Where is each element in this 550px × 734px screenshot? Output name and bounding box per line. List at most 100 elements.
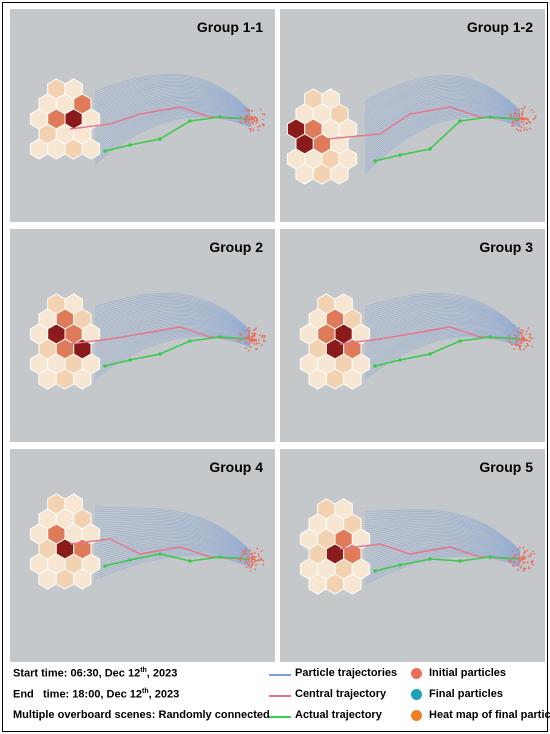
particle-trajectory [364,75,521,111]
particle-trajectory [94,308,251,337]
particle-trajectory [94,543,251,563]
initial-particle [249,340,252,342]
initial-particle [507,335,510,337]
initial-particle [245,115,248,117]
initial-particle [524,552,526,554]
initial-particle [248,109,251,112]
initial-particle [520,567,522,569]
particle-trajectory [94,322,251,356]
particle-trajectory [364,77,521,112]
actual-trajectory-point [218,555,222,559]
initial-particles [509,105,537,132]
heatmap-hex [38,568,57,590]
initial-particle [508,338,510,341]
initial-particle [519,346,521,348]
initial-particle [256,118,258,121]
actual-trajectory-point [188,559,192,563]
initial-particle [515,336,518,338]
panel-title: Group 5 [479,459,533,475]
initial-particle [261,336,263,339]
initial-particle [261,334,264,337]
initial-particle [261,113,264,116]
actual-trajectory-point [188,339,192,343]
particle-trajectory [94,102,251,139]
panel-group-2: Group 2 [10,229,275,442]
particle-trajectory [364,520,521,555]
initial-particle [522,330,524,332]
initial-particle [522,569,525,572]
initial-particle [526,330,528,333]
initial-particle [250,346,253,348]
initial-particle [511,125,514,127]
central-trajectory-swatch [269,695,291,697]
particle-trajectories [94,73,251,165]
initial-particle [530,561,533,564]
particle-trajectory [94,315,251,343]
heatmap-cluster [299,293,371,390]
panel-group-1-1: Group 1-1 [10,9,275,222]
particle-trajectory [364,82,521,114]
initial-particle [251,335,253,338]
heatmap-hex [330,163,349,185]
particle-trajectory [94,96,251,130]
initial-particle [512,124,515,127]
initial-particle [514,334,517,337]
heatmap-hex [81,138,101,160]
heatmap-hex [29,138,49,160]
particle-trajectory [94,307,251,336]
initial-particle [251,554,254,557]
initial-particle [262,339,265,342]
particle-trajectory [364,544,521,565]
particle-trajectory [364,540,521,562]
actual-trajectory-label: Actual trajectory [295,709,382,721]
initial-particle [255,338,258,341]
initial-particle [248,563,251,566]
initial-particle [528,336,531,338]
particle-trajectory [364,97,521,140]
initial-particle [518,347,521,350]
particle-trajectory [364,530,521,558]
initial-particles [239,108,266,132]
initial-particle [254,568,256,570]
particle-trajectory [364,325,521,360]
particle-trajectories [364,75,521,175]
initial-particle [515,128,518,130]
initial-particle [260,550,263,552]
particle-trajectory [94,98,251,132]
initial-particle [525,117,527,120]
particle-trajectory [364,304,521,335]
initial-particle [519,129,522,132]
particle-trajectory [364,548,521,572]
initial-particle [250,556,253,559]
initial-particle [246,329,249,332]
initial-particle [254,559,257,562]
particle-trajectory [94,77,251,113]
initial-particle [248,331,251,333]
end-time: End time: 18:00, Dec 12th, 2023 [13,688,179,701]
initial-particle [253,329,255,332]
particle-trajectory [94,107,251,147]
initial-particle [514,554,517,557]
particle-trajectory [364,100,521,144]
initial-particle [247,118,250,121]
initial-particle [255,343,257,345]
particle-trajectory [94,517,251,554]
initial-particle [251,557,254,560]
particle-trajectory [94,300,251,334]
particle-trajectory [364,107,521,157]
particle-trajectory [94,89,251,117]
particle-trajectory [364,87,521,122]
particle-trajectory [94,86,251,116]
initial-particle [519,331,522,334]
initial-particle [526,118,528,121]
actual-trajectory-swatch [269,716,291,718]
initial-particle [258,559,261,561]
particle-trajectory [94,506,251,551]
initial-particle [513,348,516,350]
initial-particle [517,129,520,132]
particle-trajectory-label: Particle trajectories [295,667,398,679]
initial-particle [511,343,513,346]
initial-particle [254,552,256,555]
particle-trajectory [94,82,251,114]
initial-particle [246,562,249,565]
